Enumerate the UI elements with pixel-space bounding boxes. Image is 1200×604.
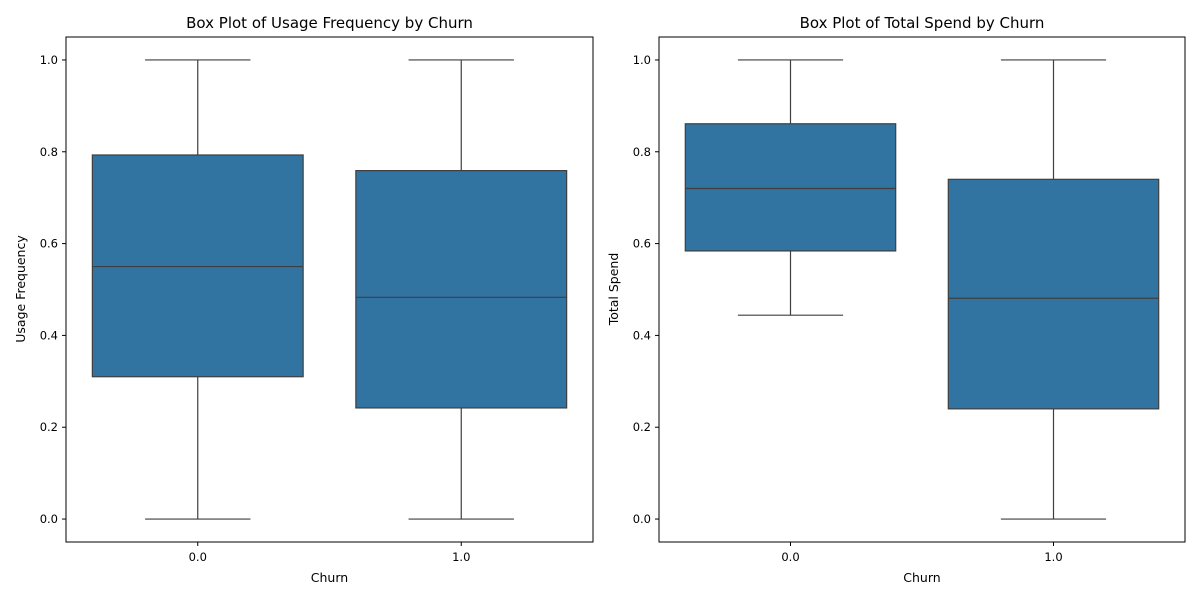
plot-area: 0.0 0.2 0.4 0.6 0.8 1.0 0.0 1.0	[40, 36, 594, 564]
y-tick-label: 0.8	[633, 145, 651, 159]
y-tick-label: 0.2	[40, 420, 58, 434]
y-tick-label: 0.6	[40, 237, 58, 251]
total-spend-chart: Box Plot of Total Spend by Churn Churn T…	[606, 14, 1186, 585]
plot-area: 0.0 0.2 0.4 0.6 0.8 1.0 0.0 1.0	[633, 36, 1186, 564]
y-tick-label: 0.2	[633, 420, 651, 434]
y-tick-label: 0.4	[633, 328, 651, 342]
y-axis-label: Usage Frequency	[13, 235, 28, 343]
y-tick-label: 0.6	[633, 237, 651, 251]
x-tick-label: 1.0	[1044, 550, 1062, 564]
y-axis-label: Total Spend	[606, 253, 621, 327]
y-tick-label: 0.4	[40, 328, 58, 342]
axes-frame	[658, 36, 1186, 543]
usage-frequency-chart: Box Plot of Usage Frequency by Churn Chu…	[13, 14, 594, 585]
chart-title: Box Plot of Total Spend by Churn	[800, 14, 1045, 32]
x-axis-label: Churn	[903, 570, 940, 585]
x-tick-label: 0.0	[189, 550, 207, 564]
axes-frame	[65, 36, 594, 543]
box-iqr	[947, 178, 1160, 410]
y-tick-label: 0.0	[633, 512, 651, 526]
y-tick-label: 1.0	[633, 53, 651, 67]
y-tick-label: 0.0	[40, 512, 58, 526]
x-tick-label: 1.0	[452, 550, 470, 564]
x-axis-label: Churn	[311, 570, 348, 585]
box-iqr	[91, 154, 304, 378]
y-tick-label: 0.8	[40, 145, 58, 159]
x-tick-label: 0.0	[781, 550, 799, 564]
box-iqr	[684, 123, 897, 252]
chart-title: Box Plot of Usage Frequency by Churn	[186, 14, 473, 32]
box-iqr	[355, 169, 568, 409]
y-tick-label: 1.0	[40, 53, 58, 67]
